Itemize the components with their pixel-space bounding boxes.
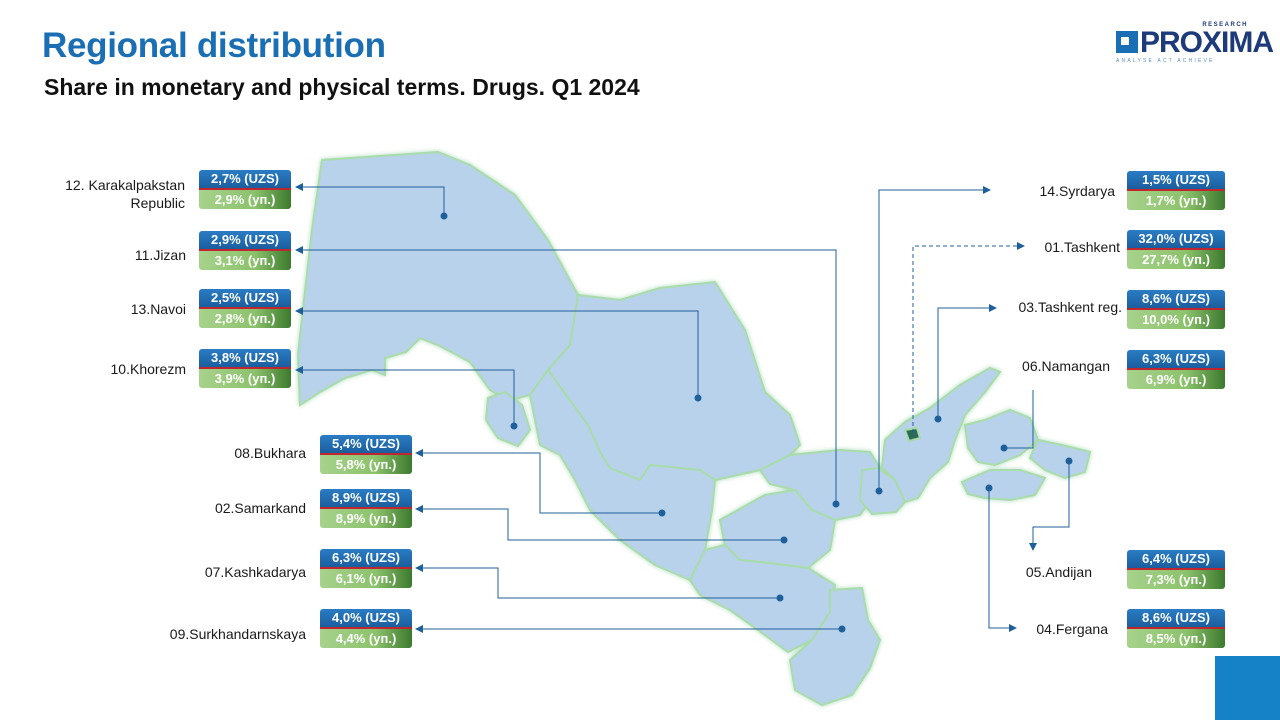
physical-share: 7,3% (уп.)	[1127, 570, 1225, 589]
uzs-share: 2,7% (UZS)	[199, 170, 291, 190]
physical-share: 10,0% (уп.)	[1127, 310, 1225, 329]
physical-share: 4,4% (уп.)	[320, 629, 412, 648]
uzs-share: 6,3% (UZS)	[1127, 350, 1225, 370]
page-title: Regional distribution	[42, 26, 386, 65]
region-karakalpakstan	[296, 150, 580, 407]
uzs-share: 6,3% (UZS)	[320, 549, 412, 569]
share-badge-fergana: 8,6% (UZS) 8,5% (уп.)	[1127, 609, 1225, 649]
region-label-syrdarya: 14.Syrdarya	[1039, 183, 1115, 199]
region-namangan	[963, 408, 1040, 467]
uzs-share: 1,5% (UZS)	[1127, 171, 1225, 191]
region-label-surkhandarya: 09.Surkhandarnskaya	[169, 626, 306, 642]
share-badge-jizzakh: 2,9% (UZS) 3,1% (уп.)	[199, 231, 291, 271]
share-badge-andijan: 6,4% (UZS) 7,3% (уп.)	[1127, 550, 1225, 590]
region-label-fergana: 04.Fergana	[1036, 621, 1108, 637]
region-label-karakalpakstan: 12. Karakalpakstan Republic	[65, 176, 185, 212]
region-tashkent-city	[903, 426, 922, 443]
region-label-andijan: 05.Andijan	[1025, 564, 1092, 580]
share-badge-bukhara: 5,4% (UZS) 5,8% (уп.)	[320, 435, 412, 475]
page-subtitle: Share in monetary and physical terms. Dr…	[44, 74, 640, 100]
share-badge-khorezm: 3,8% (UZS) 3,9% (уп.)	[199, 349, 291, 389]
share-badge-navoi: 2,5% (UZS) 2,8% (уп.)	[199, 289, 291, 329]
uzs-share: 8,6% (UZS)	[1127, 290, 1225, 310]
physical-share: 6,9% (уп.)	[1127, 370, 1225, 389]
region-tashkent-region	[880, 366, 1002, 504]
share-badge-kashkadarya: 6,3% (UZS) 6,1% (уп.)	[320, 549, 412, 589]
region-label-jizzakh: 11.Jizan	[134, 247, 186, 263]
region-label-navoi: 13.Navoi	[130, 301, 186, 317]
uzs-share: 6,4% (UZS)	[1127, 550, 1225, 570]
uzs-share: 5,4% (UZS)	[320, 435, 412, 455]
physical-share: 2,9% (уп.)	[199, 190, 291, 209]
uzs-share: 2,9% (UZS)	[199, 231, 291, 251]
physical-share: 3,9% (уп.)	[199, 369, 291, 388]
region-label-khorezm: 10.Khorezm	[110, 361, 186, 377]
physical-share: 5,8% (уп.)	[320, 455, 412, 474]
uzs-share: 8,9% (UZS)	[320, 489, 412, 509]
region-jizzakh	[758, 448, 882, 522]
region-surkhandarya	[788, 586, 882, 707]
physical-share: 8,5% (уп.)	[1127, 629, 1225, 648]
share-badge-samarkand: 8,9% (UZS) 8,9% (уп.)	[320, 489, 412, 529]
region-name-line2: Republic	[130, 195, 185, 211]
share-badge-namangan: 6,3% (UZS) 6,9% (уп.)	[1127, 350, 1225, 390]
region-label-bukhara: 08.Bukhara	[234, 445, 306, 461]
region-andijan	[1028, 438, 1092, 480]
region-fergana	[960, 469, 1047, 502]
region-bukhara	[528, 368, 717, 582]
share-badge-syrdarya: 1,5% (UZS) 1,7% (уп.)	[1127, 171, 1225, 211]
logo-tagline: ANALYSE ACT ACHIEVE	[1116, 58, 1215, 64]
proxima-logo: RESEARCH PROXIMA ANALYSE ACT ACHIEVE	[1114, 22, 1274, 68]
physical-share: 8,9% (уп.)	[320, 509, 412, 528]
logo-wordmark: PROXIMA	[1140, 26, 1274, 59]
uzs-share: 32,0% (UZS)	[1127, 230, 1225, 250]
physical-share: 2,8% (уп.)	[199, 309, 291, 328]
region-label-kashkadarya: 07.Kashkadarya	[204, 564, 306, 580]
uzs-share: 4,0% (UZS)	[320, 609, 412, 629]
uzs-share: 2,5% (UZS)	[199, 289, 291, 309]
region-label-samarkand: 02.Samarkand	[214, 500, 306, 516]
share-badge-tashkent: 32,0% (UZS) 27,7% (уп.)	[1127, 230, 1225, 270]
physical-share: 3,1% (уп.)	[199, 251, 291, 270]
physical-share: 27,7% (уп.)	[1127, 250, 1225, 269]
region-label-namangan: 06.Namangan	[1022, 358, 1110, 374]
physical-share: 6,1% (уп.)	[320, 569, 412, 588]
logo-mark-icon	[1116, 31, 1138, 53]
region-name-line1: 12. Karakalpakstan	[65, 177, 185, 193]
corner-accent-block	[1215, 656, 1280, 720]
share-badge-tashkent-region: 8,6% (UZS) 10,0% (уп.)	[1127, 290, 1225, 330]
uzs-share: 8,6% (UZS)	[1127, 609, 1225, 629]
region-khorezm	[484, 390, 532, 448]
region-label-tashkent: 01.Tashkent	[1044, 239, 1121, 255]
physical-share: 1,7% (уп.)	[1127, 191, 1225, 210]
share-badge-surkhandarya: 4,0% (UZS) 4,4% (уп.)	[320, 609, 412, 649]
uzs-share: 3,8% (UZS)	[199, 349, 291, 369]
region-label-tashkent-region: 03.Tashkent reg.	[1018, 299, 1122, 315]
share-badge-karakalpakstan: 2,7% (UZS) 2,9% (уп.)	[199, 170, 291, 210]
logo-research-text: RESEARCH	[1202, 22, 1248, 28]
